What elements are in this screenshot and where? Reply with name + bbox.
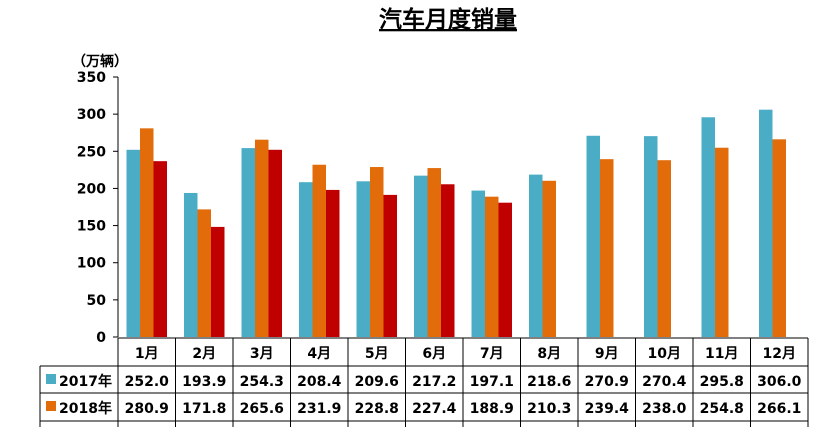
x-tick-label: 4月 (307, 346, 331, 362)
bar-1-9 (586, 135, 600, 337)
y-tick-label: 350 (77, 70, 106, 86)
data-label: 209.6 (355, 374, 399, 390)
y-tick-label: 150 (77, 219, 106, 235)
x-tick-label: 10月 (648, 346, 681, 362)
bar-2-11 (715, 147, 729, 337)
x-tick-label: 2月 (192, 346, 216, 362)
bar-1-5 (356, 181, 370, 337)
x-tick-label: 9月 (595, 346, 619, 362)
data-label: 254.8 (700, 401, 744, 417)
x-tick-label: 6月 (422, 346, 446, 362)
bar-1-1 (126, 149, 140, 337)
bar-1-7 (471, 190, 485, 337)
bar-2-6 (427, 168, 441, 337)
data-label: 306.0 (757, 374, 802, 390)
bar-2-5 (370, 167, 384, 337)
bar-3-3 (268, 149, 282, 337)
data-label: 252.0 (125, 374, 170, 390)
y-tick-label: 100 (77, 256, 106, 272)
data-table: 1月 2月 3月 4月 5月 6月 7月 8月 9月 10月 11月 12月 2017年 252.0 193… (39, 337, 809, 427)
bar-2-8 (542, 180, 556, 337)
y-tick-label: 300 (77, 107, 106, 123)
bar-1-12 (759, 109, 773, 337)
y-tick-label: 200 (77, 181, 106, 197)
data-label: 254.3 (240, 374, 284, 390)
data-label: 193.9 (182, 374, 226, 390)
bar-1-6 (414, 175, 428, 337)
data-label: 295.8 (700, 374, 744, 390)
bar-2-7 (485, 196, 499, 337)
legend-swatch-2 (46, 401, 56, 411)
legend-swatch-1 (46, 374, 56, 384)
x-tick-label: 1月 (135, 346, 159, 362)
bar-2-12 (772, 139, 786, 337)
x-tick-label: 3月 (250, 346, 274, 362)
y-tick-label: 50 (87, 293, 107, 309)
bar-1-10 (644, 136, 658, 337)
bar-3-6 (441, 184, 455, 337)
data-label: 217.2 (412, 374, 456, 390)
data-label: 188.9 (470, 401, 514, 417)
data-label: 197.1 (470, 374, 514, 390)
x-tick-label: 8月 (537, 346, 561, 362)
x-tick-label: 11月 (705, 346, 738, 362)
data-label: 239.4 (585, 401, 630, 417)
y-tick-label: 0 (96, 330, 106, 346)
data-label: 218.6 (527, 374, 571, 390)
bar-2-3 (255, 139, 269, 337)
data-label: 208.4 (297, 374, 342, 390)
legend-label-2: 2018年 (59, 400, 112, 417)
x-tick-label: 5月 (365, 346, 389, 362)
x-tick-label: 12月 (763, 346, 796, 362)
legend-label-1: 2017年 (59, 373, 112, 390)
data-label: 210.3 (527, 401, 571, 417)
data-label: 238.0 (642, 401, 687, 417)
data-label: 270.9 (585, 374, 629, 390)
bar-1-2 (184, 192, 198, 337)
bar-2-4 (312, 164, 326, 337)
y-tick-label: 250 (77, 144, 106, 160)
bar-2-2 (197, 209, 211, 337)
data-label: 266.1 (757, 401, 801, 417)
data-label: 227.4 (412, 401, 457, 417)
bar-1-11 (701, 117, 715, 338)
data-label: 265.6 (240, 401, 284, 417)
data-label: 270.4 (642, 374, 687, 390)
chart-title: 汽车月度销量 (379, 6, 517, 33)
y-axis-unit-label: （万辆） (72, 53, 128, 70)
bar-1-3 (241, 148, 255, 337)
data-label: 231.9 (297, 401, 341, 417)
bar-1-4 (299, 182, 313, 337)
data-label: 280.9 (125, 401, 169, 417)
bar-3-1 (153, 161, 167, 337)
bar-3-7 (498, 202, 512, 337)
bar-2-1 (140, 128, 154, 337)
data-label: 228.8 (355, 401, 399, 417)
bar-2-9 (600, 159, 614, 337)
bar-3-5 (383, 194, 397, 337)
x-tick-label: 7月 (480, 346, 504, 362)
data-label: 171.8 (182, 401, 226, 417)
bar-1-8 (529, 174, 543, 337)
plot-area: 0 50 100 150 200 250 300 350 (77, 70, 786, 346)
bar-2-10 (657, 160, 671, 337)
bar-3-4 (326, 189, 340, 337)
bar-3-2 (211, 226, 225, 337)
